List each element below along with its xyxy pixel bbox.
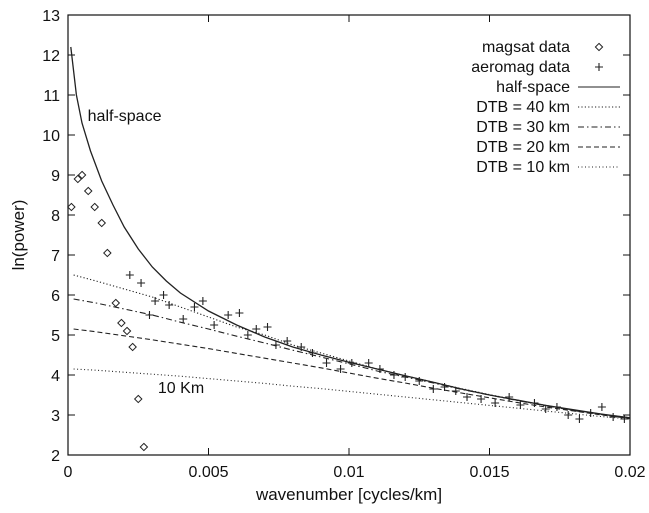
y-tick-label: 10 bbox=[42, 128, 60, 145]
data-point-diamond bbox=[128, 342, 137, 352]
data-point-plus bbox=[595, 63, 603, 71]
data-point-plus bbox=[165, 301, 174, 309]
data-point-plus bbox=[364, 359, 373, 367]
data-point-plus bbox=[235, 309, 244, 317]
legend-label: half-space bbox=[496, 79, 570, 96]
x-tick-label: 0.01 bbox=[333, 464, 364, 481]
y-tick-label: 2 bbox=[51, 448, 60, 465]
data-point-plus bbox=[179, 315, 188, 323]
data-point-diamond bbox=[122, 326, 132, 336]
data-point-diamond bbox=[77, 170, 87, 180]
legend-label: aeromag data bbox=[471, 59, 570, 76]
y-tick-label: 3 bbox=[51, 408, 60, 425]
data-point-plus bbox=[210, 321, 219, 329]
data-point-plus bbox=[597, 403, 606, 411]
data-point-diamond bbox=[139, 442, 149, 452]
y-tick-label: 5 bbox=[51, 328, 60, 345]
y-tick-label: 12 bbox=[42, 48, 60, 65]
data-point-plus bbox=[125, 271, 134, 279]
y-tick-label: 7 bbox=[51, 248, 60, 265]
data-point-plus bbox=[322, 359, 331, 367]
data-point-plus bbox=[283, 337, 292, 345]
data-point-plus bbox=[491, 399, 500, 407]
data-point-plus bbox=[198, 297, 207, 305]
data-point-diamond bbox=[73, 174, 83, 184]
y-axis-title: ln(power) bbox=[9, 200, 28, 271]
data-point-diamond bbox=[97, 218, 107, 228]
x-tick-label: 0.02 bbox=[614, 464, 645, 481]
x-tick-label: 0.005 bbox=[188, 464, 228, 481]
series-line-6 bbox=[73, 368, 631, 420]
data-point-plus bbox=[415, 377, 424, 385]
legend-label: DTB = 10 km bbox=[476, 159, 570, 176]
data-point-plus bbox=[575, 415, 584, 423]
chart-annotation: 10 Km bbox=[158, 380, 204, 397]
data-point-plus bbox=[151, 297, 160, 305]
data-point-plus bbox=[463, 393, 472, 401]
y-tick-label: 4 bbox=[51, 368, 60, 385]
y-tick-label: 8 bbox=[51, 208, 60, 225]
data-point-plus bbox=[263, 323, 272, 331]
data-point-plus bbox=[145, 311, 154, 319]
data-point-plus bbox=[505, 393, 514, 401]
data-point-plus bbox=[429, 385, 438, 393]
y-tick-label: 6 bbox=[51, 288, 60, 305]
data-point-diamond bbox=[594, 42, 604, 52]
legend-marker-sample bbox=[595, 63, 603, 71]
data-point-plus bbox=[224, 311, 233, 319]
chart-annotation: half-space bbox=[88, 108, 162, 125]
data-point-plus bbox=[477, 395, 486, 403]
data-point-plus bbox=[190, 303, 199, 311]
data-point-diamond bbox=[90, 202, 100, 212]
data-point-diamond bbox=[111, 298, 121, 308]
y-tick-label: 13 bbox=[42, 8, 60, 25]
data-point-plus bbox=[243, 331, 252, 339]
data-point-plus bbox=[336, 365, 345, 373]
data-point-diamond bbox=[133, 394, 143, 404]
legend-label: magsat data bbox=[482, 39, 570, 56]
y-tick-label: 9 bbox=[51, 168, 60, 185]
x-axis-title: wavenumber [cycles/km] bbox=[255, 485, 442, 504]
data-point-diamond bbox=[83, 186, 93, 196]
legend-label: DTB = 30 km bbox=[476, 119, 570, 136]
series-points-0 bbox=[67, 170, 149, 452]
series-line-5 bbox=[73, 328, 631, 420]
data-point-diamond bbox=[117, 318, 126, 328]
legend-label: DTB = 40 km bbox=[476, 99, 570, 116]
data-point-plus bbox=[541, 405, 550, 413]
data-point-plus bbox=[609, 413, 618, 421]
legend-marker-sample bbox=[594, 42, 604, 52]
data-point-plus bbox=[252, 325, 261, 333]
data-point-plus bbox=[137, 279, 146, 287]
legend-label: DTB = 20 km bbox=[476, 139, 570, 156]
x-tick-label: 0.015 bbox=[469, 464, 509, 481]
data-point-plus bbox=[159, 291, 168, 299]
data-point-plus bbox=[564, 411, 573, 419]
y-tick-label: 11 bbox=[43, 88, 60, 105]
data-point-diamond bbox=[67, 202, 76, 212]
data-point-plus bbox=[516, 401, 525, 409]
x-tick-label: 0 bbox=[64, 464, 73, 481]
series-line-4 bbox=[73, 298, 631, 419]
data-point-diamond bbox=[103, 248, 112, 258]
